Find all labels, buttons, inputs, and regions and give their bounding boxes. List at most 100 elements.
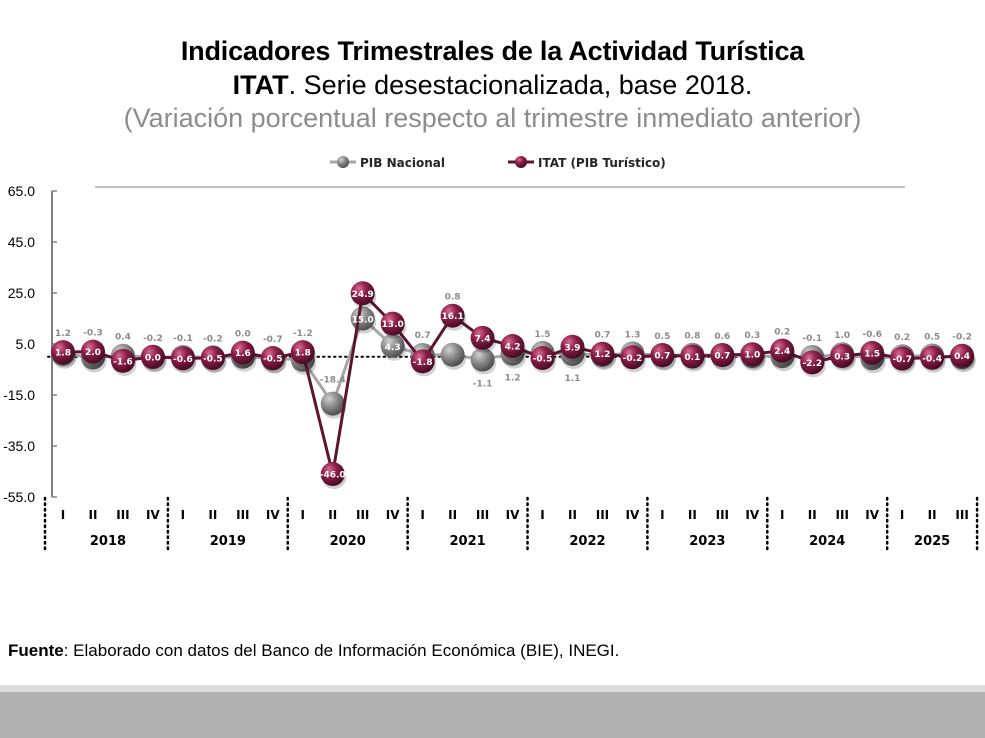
data-label-pib: 0.2 [774,328,790,338]
quarter-label: IV [626,508,640,522]
data-label-pib: -0.3 [83,329,103,339]
quarter-label: IV [386,508,400,522]
data-point-itat [470,325,495,350]
data-label-itat: 2.0 [85,348,101,358]
year-label: 2021 [450,534,486,549]
data-label-pib: 15.0 [352,316,374,326]
quarter-label: I [301,508,305,522]
year-label: 2024 [809,534,845,549]
data-point-pib [440,342,465,367]
data-label-itat: 1.8 [295,349,311,359]
data-label-pib: 0.2 [894,333,910,343]
data-point-itat [200,346,225,371]
quarter-label: II [568,508,577,522]
quarter-label: I [540,508,544,522]
year-label: 2018 [90,534,126,549]
data-label-pib: 0.3 [744,331,760,341]
legend-marker-itat [515,156,527,168]
data-point-itat [410,349,435,374]
data-point-itat [800,350,825,375]
data-label-pib: 0.5 [654,332,670,342]
data-label-itat: -0.4 [922,354,942,364]
data-label-itat: 1.8 [55,349,71,359]
data-label-itat: -46.0 [320,471,346,481]
source-text: : Elaborado con datos del Banco de Infor… [63,641,620,660]
y-tick-label: 45.0 [8,234,35,250]
quarter-label: III [836,508,849,522]
footer-band-dark [0,692,985,738]
y-tick-label: 65.0 [8,183,35,199]
y-tick-label: -55.0 [3,489,35,505]
quarter-label: II [448,508,457,522]
data-label-itat: 0.4 [954,352,970,362]
legend-label-itat: ITAT (PIB Turístico) [538,156,666,170]
data-label-pib: 0.8 [684,332,700,342]
y-tick-label: -15.0 [3,387,35,403]
data-point-itat [140,344,165,369]
year-label: 2023 [689,534,725,549]
data-label-itat: 1.0 [744,351,760,361]
quarter-label: I [660,508,664,522]
series-itat [51,281,976,490]
year-label: 2019 [210,534,246,549]
data-label-itat: -2.2 [802,359,822,369]
data-point-itat [710,342,735,367]
data-label-itat: 1.5 [864,349,880,359]
legend-item-pib: PIB Nacional [330,156,445,170]
quarter-label: IV [745,508,759,522]
data-label-pib: 1.3 [624,330,640,340]
data-label-pib: 4.3 [385,343,401,353]
data-point-itat [620,345,645,370]
quarter-label: III [955,508,968,522]
data-point-itat [230,340,255,365]
y-tick-label: 5.0 [16,336,36,352]
data-point-itat [770,338,795,363]
data-label-itat: 16.1 [442,312,464,322]
quarter-label: IV [506,508,520,522]
year-label: 2022 [569,534,605,549]
quarter-label: II [328,508,337,522]
data-label-pib: 0.6 [714,332,730,342]
data-label-itat: 24.9 [352,290,374,300]
data-label-itat: 4.2 [505,343,521,353]
data-label-pib: 1.2 [55,329,71,339]
quarter-label: III [356,508,369,522]
quarter-label: II [928,508,937,522]
data-label-itat: 1.6 [235,349,251,359]
subtitle-rest: . Serie desestacionalizada, base 2018. [288,70,753,100]
data-point-itat [380,311,405,336]
chart-subtitle-2: (Variación porcentual respecto al trimes… [123,103,862,133]
data-label-itat: 3.9 [565,343,581,353]
data-label-pib: -0.2 [143,334,163,344]
data-label-pib: -0.7 [263,335,283,345]
data-point-itat [51,340,75,365]
quarter-label: II [688,508,697,522]
data-point-itat [530,346,555,371]
data-label-pib: 1.5 [535,330,551,340]
data-label-itat: -0.5 [203,355,223,365]
quarter-label: II [89,508,98,522]
data-point-pib [380,333,405,358]
data-label-itat: -1.6 [113,357,133,367]
data-label-pib: -0.1 [173,334,193,344]
data-label-itat: 0.3 [834,352,850,362]
data-point-itat [320,462,345,487]
data-label-pib: -1.1 [473,380,493,390]
line-chart: PIB Nacional ITAT (PIB Turístico) 65.0 45.… [3,156,979,554]
data-label-pib: 1.0 [834,331,850,341]
subtitle-bold: ITAT [232,70,289,100]
data-label-pib: -1.2 [293,329,313,339]
data-point-itat [890,346,915,371]
data-label-pib: 0.8 [445,293,461,303]
data-label-itat: -0.6 [173,355,193,365]
data-label-itat: 13.0 [382,320,404,330]
data-label-itat: 0.0 [145,353,161,363]
data-point-itat [740,342,765,367]
chart-title: Indicadores Trimestrales de la Actividad… [180,36,805,66]
quarter-label: I [181,508,185,522]
data-point-itat [500,334,525,359]
data-label-itat: -1.8 [413,358,433,368]
source-label: Fuente [8,641,64,660]
quarter-label: III [476,508,489,522]
